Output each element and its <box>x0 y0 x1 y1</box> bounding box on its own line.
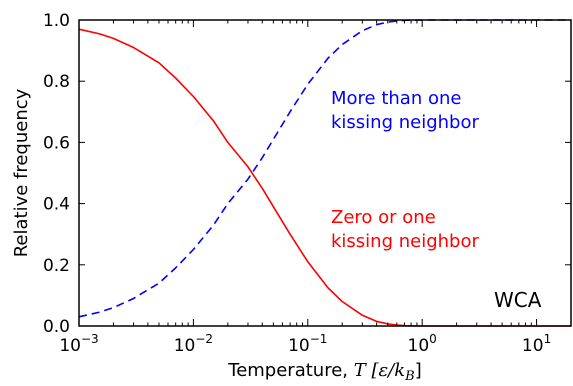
y-tick-label: 0.6 <box>43 133 70 153</box>
x-tick-label-exponent: −3 <box>81 332 99 346</box>
x-axis-label-subscript: B <box>404 369 415 384</box>
x-tick-label-base: 10 <box>59 336 81 356</box>
zero-or-one-label-line2: kissing neighbor <box>331 231 479 252</box>
x-tick-label: 101 <box>522 332 551 356</box>
x-axis-label-close: ] <box>415 360 422 381</box>
zero-or-one-label-line1: Zero or one <box>331 207 436 228</box>
x-tick-label: 10−2 <box>174 332 213 356</box>
x-tick-label-exponent: −2 <box>195 332 213 346</box>
x-tick-label-exponent: 1 <box>544 332 552 346</box>
x-axis-label-math: T [ε/k <box>354 360 405 381</box>
y-tick-label: 0.0 <box>43 317 70 337</box>
x-axis-label: Temperature, T [ε/kB] <box>227 360 421 384</box>
x-tick-label-exponent: −1 <box>310 332 328 346</box>
axis-ticks: 0.00.20.40.60.81.010−3 10−2 10−1 100 101 <box>43 11 572 356</box>
x-tick-label-base: 10 <box>522 336 544 356</box>
more-than-one-line <box>78 19 571 318</box>
y-axis-label: Relative frequency <box>11 88 32 257</box>
y-tick-label: 1.0 <box>43 11 70 31</box>
plot-frame <box>78 19 572 327</box>
more-than-one-label-line2: kissing neighbor <box>331 112 479 133</box>
x-tick-label-base: 10 <box>288 336 310 356</box>
y-tick-label: 0.8 <box>43 72 70 92</box>
data-lines <box>78 19 571 327</box>
wca-annotation: WCA <box>494 288 542 312</box>
y-tick-label: 0.2 <box>43 256 70 276</box>
more-than-one-label-line1: More than one <box>331 88 461 109</box>
y-tick-label: 0.4 <box>43 195 70 215</box>
x-tick-label: 10−3 <box>59 332 98 356</box>
zero-or-one-line <box>78 28 571 327</box>
x-axis-label-text: Temperature, <box>227 360 353 381</box>
x-tick-label: 10−1 <box>288 332 327 356</box>
x-tick-label-base: 10 <box>174 336 196 356</box>
x-tick-label-exponent: 0 <box>429 332 437 346</box>
x-tick-label-base: 10 <box>408 336 430 356</box>
x-tick-label: 100 <box>408 332 437 356</box>
